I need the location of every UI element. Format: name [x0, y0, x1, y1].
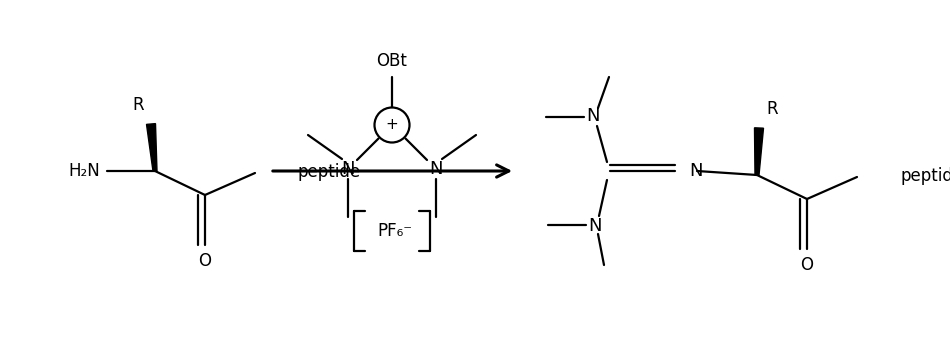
- Text: O: O: [801, 256, 813, 274]
- Text: N: N: [586, 107, 599, 125]
- Text: N: N: [588, 217, 601, 235]
- Text: peptide: peptide: [297, 163, 360, 181]
- Text: N: N: [689, 162, 702, 180]
- Text: O: O: [199, 252, 212, 270]
- Text: N: N: [429, 160, 443, 178]
- Polygon shape: [754, 128, 764, 175]
- Polygon shape: [146, 123, 157, 171]
- Text: OBt: OBt: [376, 52, 408, 70]
- Text: H₂N: H₂N: [68, 162, 100, 180]
- Text: peptide: peptide: [900, 167, 950, 185]
- Text: R: R: [767, 100, 778, 118]
- Text: +: +: [386, 117, 398, 131]
- Text: N: N: [341, 160, 354, 178]
- Text: R: R: [132, 96, 143, 114]
- Text: PF₆⁻: PF₆⁻: [377, 222, 412, 240]
